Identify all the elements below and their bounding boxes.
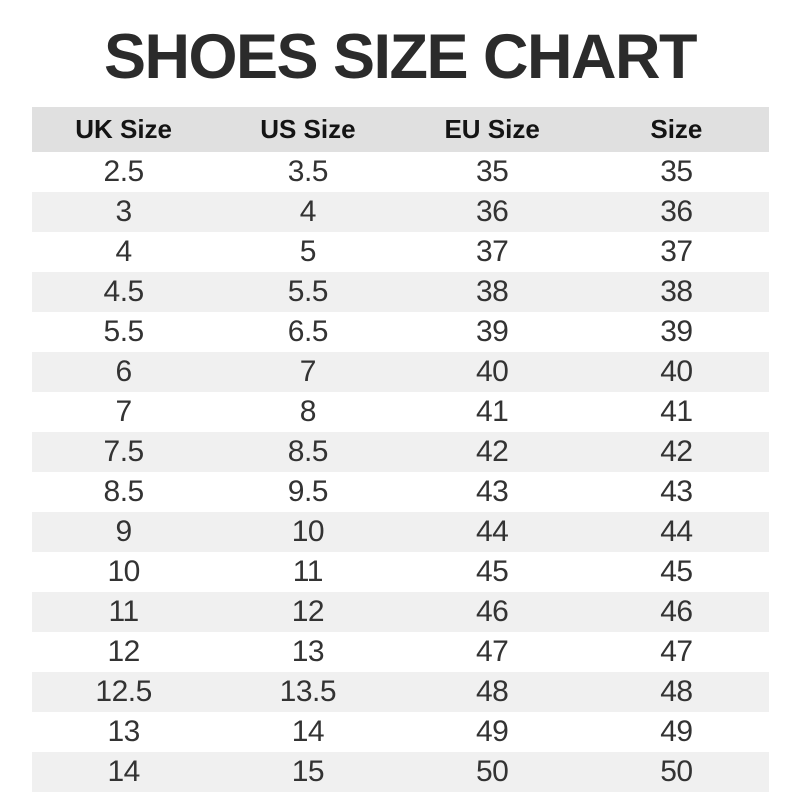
column-header: EU Size <box>400 107 585 152</box>
size-cell: 46 <box>475 595 509 628</box>
table-row: 8.5 9.5 43 43 <box>31 472 769 512</box>
column-header: Size <box>584 107 769 152</box>
table-row: 4.5 5.5 38 38 <box>31 272 769 312</box>
table-row: 6 7 40 40 <box>31 352 769 392</box>
table-row: 5.5 6.5 39 39 <box>31 312 769 352</box>
size-cell: 14 <box>107 755 140 788</box>
size-cell: 40 <box>475 355 509 388</box>
size-cell: 6.5 <box>287 315 329 348</box>
size-cell: 36 <box>660 195 693 228</box>
size-cell: 4.5 <box>103 275 145 308</box>
size-cell: 7 <box>299 355 317 388</box>
size-cell: 45 <box>660 555 693 588</box>
size-cell: 50 <box>475 755 509 788</box>
size-cell: 15 <box>291 755 325 788</box>
size-cell: 48 <box>660 675 693 708</box>
table-row: 9 10 44 44 <box>31 512 769 552</box>
size-cell: 8 <box>299 395 317 428</box>
size-cell: 13 <box>291 635 325 668</box>
size-cell: 41 <box>475 395 509 428</box>
size-cell: 37 <box>475 235 509 268</box>
size-cell: 5 <box>299 235 317 268</box>
size-cell: 47 <box>475 635 509 668</box>
size-cell: 44 <box>475 515 509 548</box>
table-row: 12.5 13.5 48 48 <box>31 672 769 712</box>
table-row: 10 11 45 45 <box>31 552 769 592</box>
size-cell: 12.5 <box>95 675 152 708</box>
table-row: 12 13 47 47 <box>31 632 769 672</box>
size-cell: 49 <box>660 715 693 748</box>
size-cell: 38 <box>660 275 693 308</box>
size-cell: 9 <box>115 515 133 548</box>
size-cell: 36 <box>475 195 509 228</box>
size-chart-table: UK Size US Size EU Size Size 2.5 3.5 35 35 3 4 36… <box>31 107 769 792</box>
table-row: 14 15 50 50 <box>31 752 769 792</box>
size-cell: 3.5 <box>287 155 329 188</box>
page-title: SHOES SIZE CHART <box>103 22 698 92</box>
size-cell: 10 <box>107 555 140 588</box>
size-cell: 14 <box>291 715 325 748</box>
table-row: 7 8 41 41 <box>31 392 769 432</box>
table-body: 2.5 3.5 35 35 3 4 36 36 4 5 37 37 4.5 5.5 38 38 5.5 6.5 39… <box>31 152 769 792</box>
size-cell: 47 <box>660 635 693 668</box>
size-cell: 49 <box>475 715 509 748</box>
size-cell: 4 <box>115 235 133 268</box>
size-cell: 13.5 <box>279 675 337 708</box>
size-cell: 39 <box>475 315 509 348</box>
size-cell: 43 <box>475 475 509 508</box>
table-row: 7.5 8.5 42 42 <box>31 432 769 472</box>
size-cell: 50 <box>660 755 693 788</box>
size-cell: 8.5 <box>103 475 145 508</box>
column-header: US Size <box>215 107 400 152</box>
size-cell: 35 <box>475 155 509 188</box>
size-cell: 5.5 <box>287 275 329 308</box>
table-header: UK Size US Size EU Size Size <box>31 107 769 152</box>
size-cell: 7 <box>115 395 133 428</box>
size-cell: 5.5 <box>103 315 145 348</box>
size-cell: 40 <box>660 355 693 388</box>
size-cell: 41 <box>660 395 693 428</box>
size-cell: 46 <box>660 595 693 628</box>
table-row: 4 5 37 37 <box>31 232 769 272</box>
size-cell: 4 <box>299 195 317 228</box>
size-cell: 6 <box>115 355 133 388</box>
size-cell: 39 <box>660 315 693 348</box>
size-cell: 42 <box>660 435 693 468</box>
size-cell: 42 <box>475 435 509 468</box>
size-cell: 43 <box>660 475 693 508</box>
size-cell: 2.5 <box>103 155 145 188</box>
size-cell: 7.5 <box>103 435 145 468</box>
size-cell: 9.5 <box>287 475 329 508</box>
size-cell: 45 <box>475 555 509 588</box>
size-cell: 35 <box>660 155 693 188</box>
table-row: 3 4 36 36 <box>31 192 769 232</box>
size-cell: 11 <box>108 595 140 628</box>
column-header: UK Size <box>31 107 216 152</box>
size-cell: 8.5 <box>287 435 329 468</box>
size-cell: 11 <box>292 555 324 588</box>
size-cell: 44 <box>660 515 693 548</box>
table-row: 11 12 46 46 <box>31 592 769 632</box>
size-cell: 12 <box>107 635 140 668</box>
size-cell: 38 <box>475 275 509 308</box>
table-row: 13 14 49 49 <box>31 712 769 752</box>
table-row: 2.5 3.5 35 35 <box>31 152 769 192</box>
size-cell: 37 <box>660 235 693 268</box>
size-cell: 12 <box>291 595 325 628</box>
header-row: UK Size US Size EU Size Size <box>31 107 769 152</box>
size-cell: 3 <box>115 195 133 228</box>
size-cell: 10 <box>291 515 325 548</box>
size-cell: 48 <box>475 675 509 708</box>
size-cell: 13 <box>107 715 140 748</box>
